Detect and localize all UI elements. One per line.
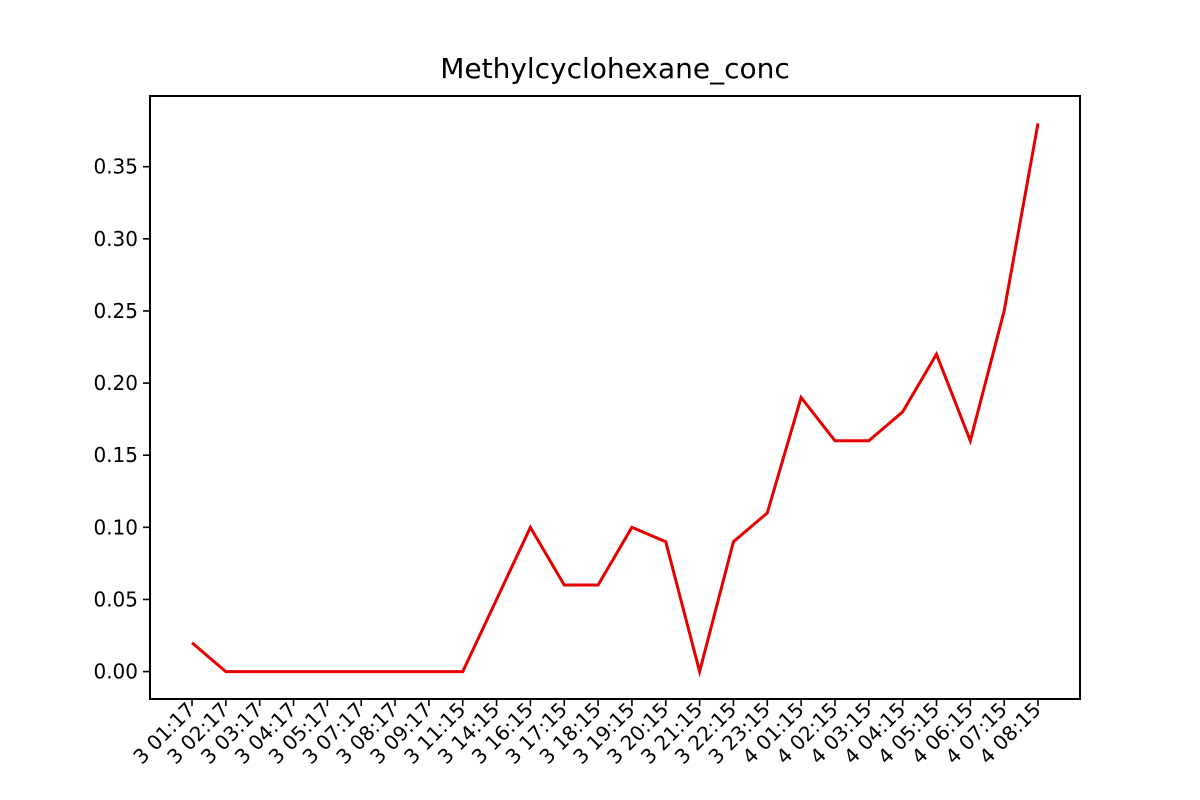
- y-tick-label: 0.30: [93, 227, 138, 251]
- x-axis: 3 01:173 02:173 03:173 04:173 05:173 07:…: [128, 698, 1045, 769]
- y-tick-label: 0.25: [93, 299, 138, 323]
- y-tick-label: 0.15: [93, 443, 138, 467]
- y-tick-label: 0.05: [93, 587, 138, 611]
- y-tick-label: 0.10: [93, 515, 138, 539]
- y-tick-label: 0.20: [93, 371, 138, 395]
- series-layer: [191, 123, 1040, 678]
- plot-area: [149, 95, 1081, 700]
- y-axis: 0.00 0.05 0.10 0.15 0.20 0.25 0.30 0.35: [93, 155, 150, 684]
- y-tick-label: 0.35: [93, 155, 138, 179]
- series-line-0: [191, 123, 1040, 678]
- y-tick-label: 0.00: [93, 660, 138, 684]
- axes-frame: [149, 95, 1081, 700]
- chart-title: Methylcyclohexane_conc: [440, 52, 790, 85]
